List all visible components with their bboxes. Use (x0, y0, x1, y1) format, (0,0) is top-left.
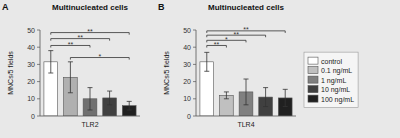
y-tick (37, 64, 40, 65)
error-bar (204, 52, 209, 71)
significance-label: * (225, 36, 228, 43)
legend-swatch (308, 95, 318, 102)
y-tick (193, 64, 196, 65)
y-tick (193, 116, 196, 117)
y-tick-label: 0 (31, 113, 35, 120)
bars (200, 52, 292, 116)
significance-label: ** (214, 41, 220, 48)
y-axis (40, 30, 41, 116)
bars (44, 51, 136, 116)
title: Multinucleated cells (208, 3, 285, 12)
panel: B Multinucleated cells MNCs/5 fields TLR4 0 1… (158, 2, 358, 128)
y-tick (193, 98, 196, 99)
legend-label: 10 ng/mL (321, 86, 350, 94)
error-bar (48, 51, 53, 73)
chart: A Multinucleated cells MNCs/5 fields TLR2 0 1… (0, 0, 400, 138)
y-label: MNCs/5 fields (163, 51, 170, 95)
legend: control 0.1 ng/mL 1 ng/mL10 ng/mL 100 ng/mL (304, 52, 358, 108)
legend-box (304, 52, 358, 108)
y-tick-label: 40 (27, 44, 35, 51)
y-tick (193, 30, 196, 31)
y-tick (37, 116, 40, 117)
significance-label: ** (68, 41, 74, 48)
y-tick-label: 40 (183, 44, 191, 51)
y-tick (37, 30, 40, 31)
y-tick-label: 30 (183, 61, 191, 68)
significance-label: * (98, 53, 101, 60)
x-axis (40, 116, 140, 117)
legend-label: 1 ng/mL (321, 77, 346, 85)
error-bar (127, 101, 132, 110)
y-tick-label: 10 (183, 95, 191, 102)
significance-label: ** (87, 28, 93, 35)
title: Multinucleated cells (52, 3, 129, 12)
y-tick (37, 98, 40, 99)
error-bar (263, 88, 268, 107)
legend-swatch (308, 86, 318, 93)
legend-label: control (321, 58, 342, 65)
y-tick-label: 50 (183, 27, 191, 34)
y-axis (196, 30, 197, 116)
error-bar (224, 92, 229, 99)
legend-swatch (308, 76, 318, 83)
error-bar (107, 91, 112, 105)
y-tick-label: 30 (27, 61, 35, 68)
y-tick-label: 0 (187, 113, 191, 120)
legend-label: 0.1 ng/mL (321, 67, 352, 75)
y-tick-label: 10 (27, 95, 35, 102)
panel: A Multinucleated cells MNCs/5 fields TLR2 0 1… (2, 2, 140, 128)
error-bar (88, 88, 93, 110)
y-tick-label: 20 (183, 78, 191, 85)
panel-label: B (158, 2, 165, 12)
y-tick-label: 20 (27, 78, 35, 85)
legend-label: 100 ng/mL (321, 96, 354, 104)
y-tick (37, 81, 40, 82)
significance-label: ** (233, 31, 239, 38)
legend-swatch (308, 67, 318, 74)
x-axis (196, 116, 296, 117)
x-label: TLR4 (237, 121, 254, 128)
error-bar (283, 89, 288, 106)
y-tick (193, 81, 196, 82)
error-bar (68, 62, 73, 93)
y-tick (37, 47, 40, 48)
x-label: TLR2 (81, 121, 98, 128)
y-label: MNCs/5 fields (7, 51, 14, 95)
y-tick (193, 47, 196, 48)
panel-label: A (2, 2, 9, 12)
legend-swatch (308, 57, 318, 64)
significance-label: ** (77, 34, 83, 41)
y-tick-label: 50 (27, 27, 35, 34)
significance-label: ** (243, 26, 249, 33)
error-bar (244, 79, 249, 105)
